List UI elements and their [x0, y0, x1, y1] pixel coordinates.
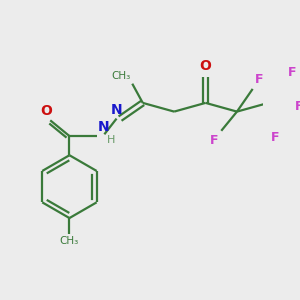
Text: H: H	[107, 134, 115, 145]
Text: CH₃: CH₃	[60, 236, 79, 245]
Text: N: N	[111, 103, 122, 117]
Text: F: F	[210, 134, 219, 147]
Text: O: O	[200, 59, 211, 73]
Text: N: N	[98, 120, 110, 134]
Text: F: F	[288, 66, 296, 79]
Text: F: F	[254, 73, 263, 86]
Text: F: F	[295, 100, 300, 113]
Text: CH₃: CH₃	[111, 71, 130, 81]
Text: O: O	[40, 104, 52, 118]
Text: F: F	[271, 131, 280, 144]
